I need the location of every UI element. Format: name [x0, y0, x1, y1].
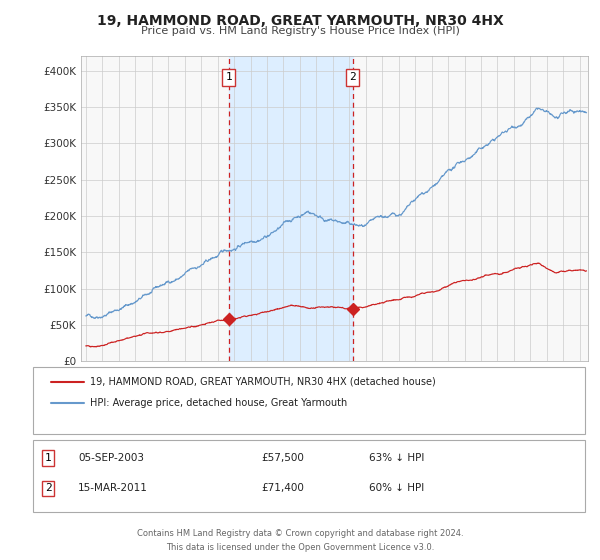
Text: £71,400: £71,400 [261, 483, 304, 493]
Text: 2: 2 [349, 72, 356, 82]
Text: Contains HM Land Registry data © Crown copyright and database right 2024.: Contains HM Land Registry data © Crown c… [137, 529, 463, 538]
Bar [229, 56, 353, 361]
Text: HPI: Average price, detached house, Great Yarmouth: HPI: Average price, detached house, Grea… [90, 398, 347, 408]
Text: Price paid vs. HM Land Registry's House Price Index (HPI): Price paid vs. HM Land Registry's House … [140, 26, 460, 36]
Text: 19, HAMMOND ROAD, GREAT YARMOUTH, NR30 4HX: 19, HAMMOND ROAD, GREAT YARMOUTH, NR30 4… [97, 14, 503, 28]
Text: £57,500: £57,500 [261, 453, 304, 463]
Text: 2: 2 [44, 483, 52, 493]
Text: 1: 1 [225, 72, 232, 82]
Text: 19, HAMMOND ROAD, GREAT YARMOUTH, NR30 4HX (detached house): 19, HAMMOND ROAD, GREAT YARMOUTH, NR30 4… [90, 377, 436, 387]
Text: 63% ↓ HPI: 63% ↓ HPI [369, 453, 424, 463]
Text: 05-SEP-2003: 05-SEP-2003 [78, 453, 144, 463]
Text: 1: 1 [44, 453, 52, 463]
Text: This data is licensed under the Open Government Licence v3.0.: This data is licensed under the Open Gov… [166, 543, 434, 552]
Text: 15-MAR-2011: 15-MAR-2011 [78, 483, 148, 493]
Text: 60% ↓ HPI: 60% ↓ HPI [369, 483, 424, 493]
